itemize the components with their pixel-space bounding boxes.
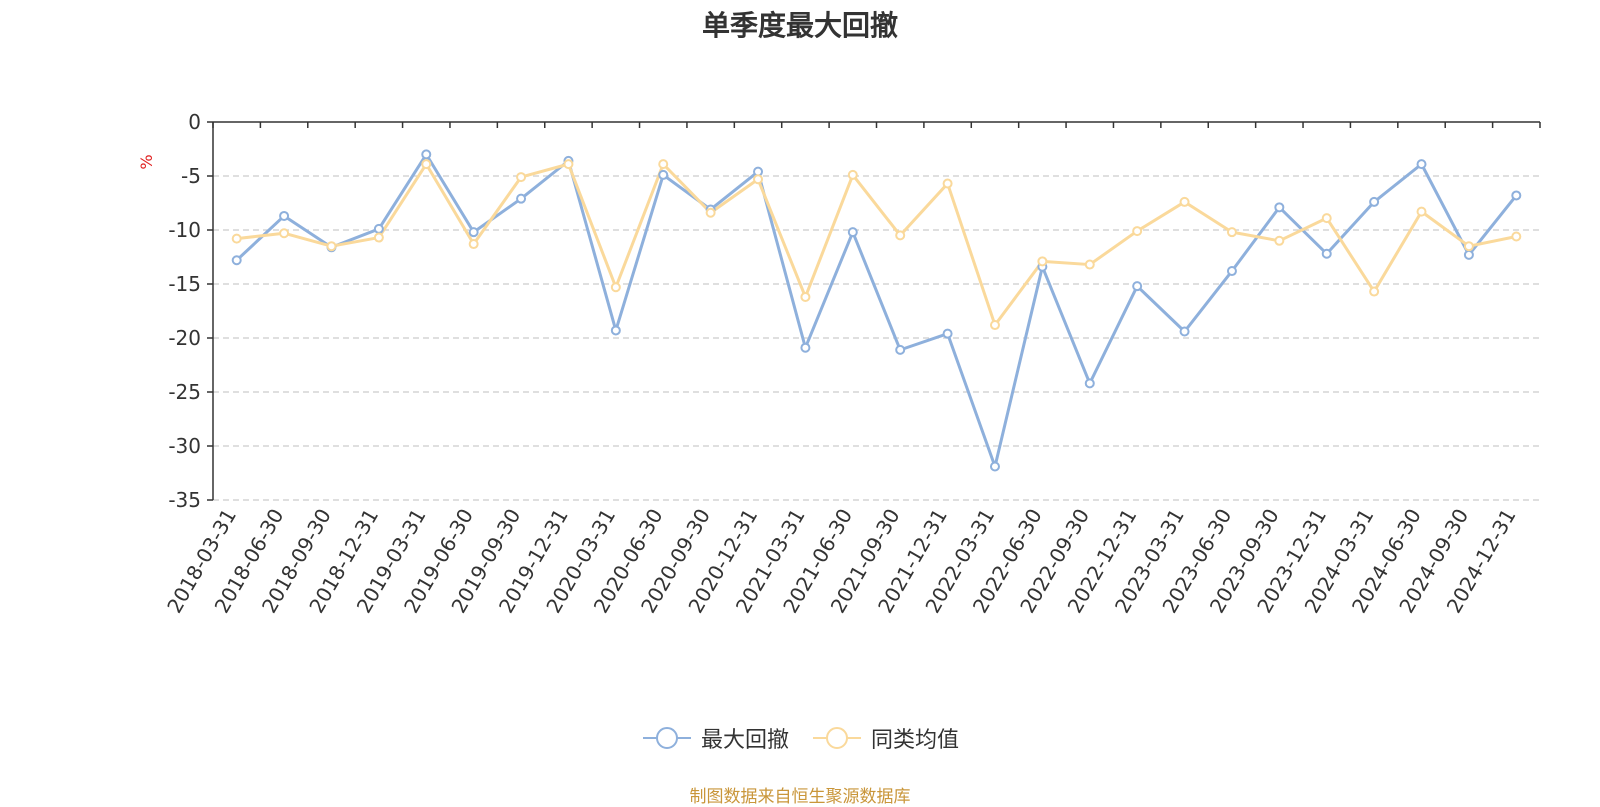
data-point[interactable] xyxy=(326,241,337,252)
data-point[interactable] xyxy=(1179,326,1190,337)
data-point[interactable] xyxy=(1226,266,1237,277)
data-point[interactable] xyxy=(610,282,621,293)
data-point[interactable] xyxy=(1084,378,1095,389)
data-point[interactable] xyxy=(989,461,1000,472)
y-tick-label: -20 xyxy=(168,326,201,350)
y-axis-label: % xyxy=(137,154,156,169)
data-point[interactable] xyxy=(1132,281,1143,292)
data-point[interactable] xyxy=(1274,235,1285,246)
data-point[interactable] xyxy=(1037,256,1048,267)
legend: 最大回撤 同类均值 xyxy=(0,722,1600,754)
legend-label: 最大回撤 xyxy=(700,728,789,753)
data-point[interactable] xyxy=(753,174,764,185)
data-point[interactable] xyxy=(1511,190,1522,201)
data-point[interactable] xyxy=(421,159,432,170)
y-tick-label: -25 xyxy=(168,380,201,404)
data-point[interactable] xyxy=(1274,202,1285,213)
y-axis-ticks: 0 -5 -10 -15 -20 -25 -30 -35 xyxy=(168,110,213,512)
x-axis-ticks: 2018-03-312018-06-302018-09-302018-12-31… xyxy=(162,122,1541,617)
data-point[interactable] xyxy=(895,344,906,355)
data-point[interactable] xyxy=(279,228,290,239)
data-point[interactable] xyxy=(1226,227,1237,238)
line-chart: 0 -5 -10 -15 -20 -25 -30 -35 2018-03-312018-06-… xyxy=(137,110,1541,617)
data-point[interactable] xyxy=(516,193,527,204)
data-point[interactable] xyxy=(1321,213,1332,224)
data-point[interactable] xyxy=(1179,196,1190,207)
legend-label: 同类均值 xyxy=(871,728,960,753)
data-point[interactable] xyxy=(1132,226,1143,237)
legend-line-circle-icon xyxy=(642,727,691,749)
y-tick-label: -30 xyxy=(168,434,201,458)
data-point[interactable] xyxy=(1463,249,1474,260)
data-point[interactable] xyxy=(1416,206,1427,217)
data-point[interactable] xyxy=(516,172,527,183)
legend-item-1[interactable]: 最大回撤 xyxy=(641,722,789,754)
data-point[interactable] xyxy=(468,227,479,238)
data-point[interactable] xyxy=(705,207,716,218)
y-tick-label: -5 xyxy=(181,164,201,188)
data-point[interactable] xyxy=(847,227,858,238)
legend-item-2[interactable]: 同类均值 xyxy=(811,722,959,754)
data-point[interactable] xyxy=(563,159,574,170)
grid-lines xyxy=(213,175,1540,501)
data-point[interactable] xyxy=(942,328,953,339)
data-point[interactable] xyxy=(1463,241,1474,252)
data-point[interactable] xyxy=(231,255,242,266)
series-layer xyxy=(231,149,1522,472)
data-point[interactable] xyxy=(847,169,858,180)
data-point[interactable] xyxy=(421,149,432,160)
data-point[interactable] xyxy=(468,239,479,250)
data-point[interactable] xyxy=(1511,231,1522,242)
series-line-1 xyxy=(235,152,1518,469)
series-line-2 xyxy=(236,162,1517,327)
legend-line-circle-icon xyxy=(813,727,861,749)
data-point[interactable] xyxy=(279,210,290,221)
data-point[interactable] xyxy=(800,342,811,353)
data-point[interactable] xyxy=(942,178,953,189)
source-note: 制图数据来自恒生聚源数据库 xyxy=(689,787,911,807)
data-point[interactable] xyxy=(1416,159,1427,170)
data-point[interactable] xyxy=(610,325,621,336)
data-point[interactable] xyxy=(658,169,669,180)
data-point[interactable] xyxy=(1369,286,1380,297)
data-point[interactable] xyxy=(895,230,906,241)
data-point[interactable] xyxy=(1369,196,1380,207)
data-point[interactable] xyxy=(800,291,811,302)
chart-title: 单季度最大回撤 xyxy=(701,9,898,42)
y-tick-label: 0 xyxy=(188,110,201,134)
y-tick-label: -15 xyxy=(168,272,201,296)
data-point[interactable] xyxy=(989,320,1000,331)
y-tick-label: -35 xyxy=(168,488,201,512)
data-point[interactable] xyxy=(373,232,384,243)
data-point[interactable] xyxy=(1321,248,1332,259)
data-point[interactable] xyxy=(373,223,384,234)
data-point[interactable] xyxy=(1084,259,1095,270)
data-point[interactable] xyxy=(658,159,669,170)
y-tick-label: -10 xyxy=(168,218,201,242)
data-point[interactable] xyxy=(231,233,242,244)
